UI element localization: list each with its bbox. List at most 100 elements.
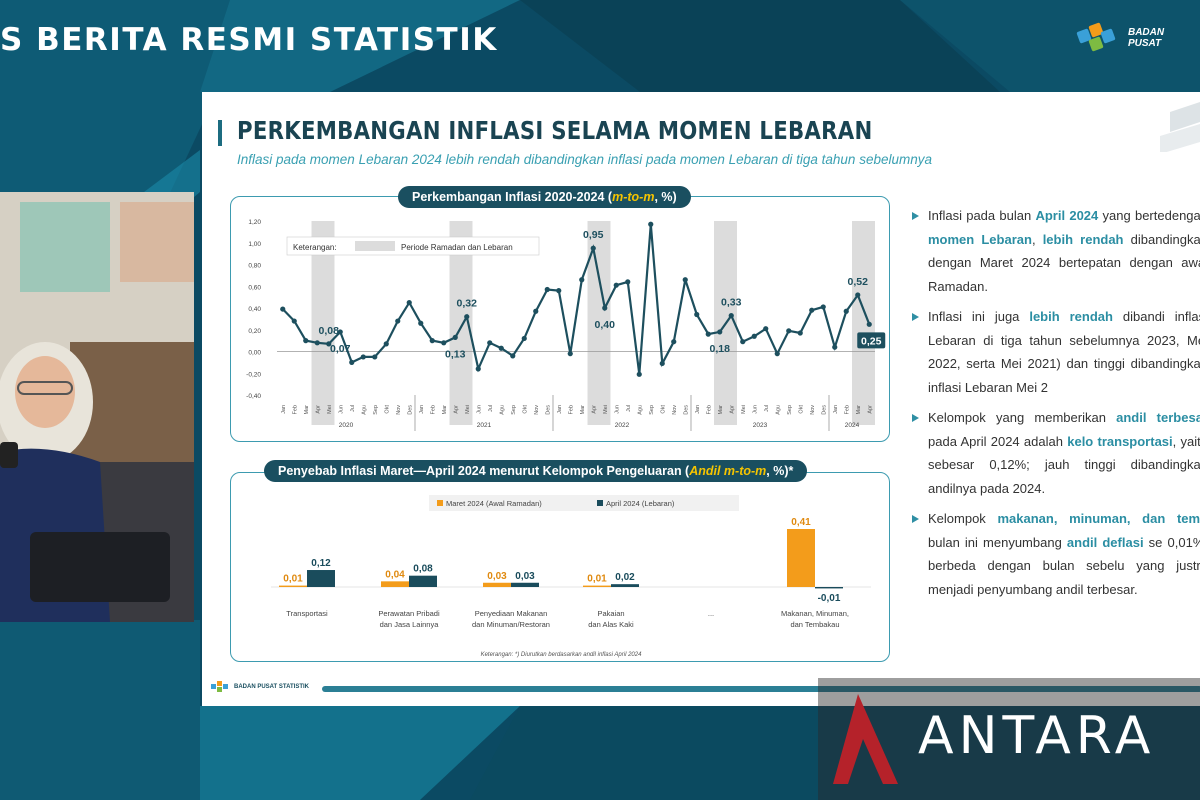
category-label: Transportasi xyxy=(286,609,328,618)
bps-logo-icon xyxy=(1076,22,1116,52)
data-point xyxy=(510,353,516,359)
data-point xyxy=(579,277,585,283)
data-point xyxy=(567,351,573,357)
bar-value-label: 0,04 xyxy=(385,569,405,580)
inflation-line xyxy=(282,224,871,375)
presenter-video xyxy=(0,192,194,622)
month-tick-label: Feb xyxy=(568,405,574,414)
annotation-label: 0,13 xyxy=(445,348,466,360)
month-tick-label: Nov xyxy=(534,405,540,415)
data-point xyxy=(314,340,320,346)
y-tick-label: -0,20 xyxy=(246,371,261,378)
title-rule xyxy=(218,120,222,146)
slide-subtitle: Inflasi pada momen Lebaran 2024 lebih re… xyxy=(237,152,932,167)
footer-logo: BADAN PUSAT STATISTIK xyxy=(210,680,309,694)
data-point xyxy=(556,288,562,294)
category-label: ... xyxy=(708,609,714,618)
bar xyxy=(611,584,639,587)
y-tick-label: -0,40 xyxy=(246,393,261,400)
y-tick-label: 0,20 xyxy=(248,328,261,335)
legend-item: April 2024 (Lebaran) xyxy=(606,499,675,508)
bar-value-label: 0,01 xyxy=(283,574,303,585)
bar xyxy=(381,581,409,587)
bullet-item: Kelompok makanan, minuman, dan temb bula… xyxy=(908,507,1200,601)
data-point xyxy=(751,333,757,339)
data-point xyxy=(395,318,401,324)
bar xyxy=(483,582,511,587)
month-tick-label: Mei xyxy=(741,405,747,414)
data-point xyxy=(464,314,470,320)
bar-value-label: 0,03 xyxy=(487,571,507,582)
bar-legend: Maret 2024 (Awal Ramadan) April 2024 (Leb… xyxy=(429,495,739,511)
data-point xyxy=(429,338,435,344)
stream-title: S BERITA RESMI STATISTIK xyxy=(0,22,498,58)
data-point xyxy=(498,345,504,351)
month-tick-label: Sep xyxy=(787,405,793,415)
month-tick-label: Sep xyxy=(373,405,379,415)
month-tick-label: Jan xyxy=(419,405,425,414)
data-point xyxy=(866,321,872,327)
antara-watermark: ANTARA xyxy=(818,678,1200,800)
bar-value-label: 0,03 xyxy=(515,571,535,582)
legend-item: Periode Ramadan dan Lebaran xyxy=(401,243,513,252)
legend-swatch xyxy=(597,500,603,506)
bar-value-label: 0,08 xyxy=(413,564,433,575)
category-label: dan Tembakau xyxy=(790,620,839,629)
bar xyxy=(279,585,307,587)
month-tick-label: Okt xyxy=(522,405,528,414)
corner-decoration xyxy=(1160,102,1200,152)
bullet-item: Inflasi pada bulan April 2024 yang berte… xyxy=(908,204,1200,298)
month-tick-label: Okt xyxy=(660,405,666,414)
data-point xyxy=(291,318,297,324)
slide-title: PERKEMBANGAN INFLASI SELAMA MOMEN LEBARA… xyxy=(237,116,873,145)
month-tick-label: Mei xyxy=(327,405,333,414)
year-label: 2023 xyxy=(753,422,768,429)
data-point xyxy=(533,308,539,314)
month-tick-label: Agu xyxy=(775,405,781,415)
data-point xyxy=(797,330,803,336)
data-point xyxy=(682,277,688,283)
month-tick-label: Feb xyxy=(292,405,298,414)
data-point xyxy=(303,338,309,344)
month-tick-label: Mar xyxy=(718,405,724,415)
month-tick-label: Okt xyxy=(798,405,804,414)
data-point xyxy=(406,299,412,306)
month-tick-label: Des xyxy=(683,405,689,415)
bullet-item: Kelompok yang memberikan andil terbesar … xyxy=(908,406,1200,500)
bullet-item: Inflasi ini juga lebih rendah dibandi in… xyxy=(908,305,1200,399)
month-tick-label: Jan xyxy=(557,405,563,414)
bar-value-label: 0,12 xyxy=(311,558,331,569)
legend-swatch xyxy=(437,500,443,506)
data-point xyxy=(648,221,654,227)
data-point xyxy=(855,292,861,298)
month-tick-label: Jan xyxy=(695,405,701,414)
legend-label: Keterangan: xyxy=(293,243,337,252)
data-point xyxy=(820,304,826,310)
category-label: dan Minuman/Restoran xyxy=(472,620,550,629)
bullet-list: Inflasi pada bulan April 2024 yang berte… xyxy=(908,204,1200,608)
bar-value-label: 0,41 xyxy=(791,517,811,528)
month-tick-label: Jul xyxy=(350,405,356,412)
bar xyxy=(511,582,539,587)
bar xyxy=(409,575,437,587)
data-point xyxy=(717,329,723,335)
annotation-label: 0,08 xyxy=(319,325,340,337)
annotation-label: 0,33 xyxy=(721,297,742,309)
category-label: Perawatan Pribadi xyxy=(378,609,440,618)
month-tick-label: Des xyxy=(545,405,551,415)
data-point xyxy=(774,351,780,357)
bps-logo: BADAN PUSAT xyxy=(1074,20,1200,56)
ramadan-period-band xyxy=(587,221,611,425)
category-label: Penyediaan Makanan xyxy=(475,609,548,618)
bar-value-label: 0,01 xyxy=(587,574,607,585)
ramadan-period-band xyxy=(852,221,875,425)
category-label: Makanan, Minuman, xyxy=(781,609,849,618)
y-tick-label: 0,60 xyxy=(248,284,261,291)
month-tick-label: Agu xyxy=(499,405,505,415)
month-tick-label: Okt xyxy=(384,405,390,414)
data-point xyxy=(349,359,355,365)
annotation-box xyxy=(857,332,886,349)
bar xyxy=(787,529,815,587)
antara-logo-text: ANTARA xyxy=(918,706,1156,766)
data-point xyxy=(602,305,608,311)
